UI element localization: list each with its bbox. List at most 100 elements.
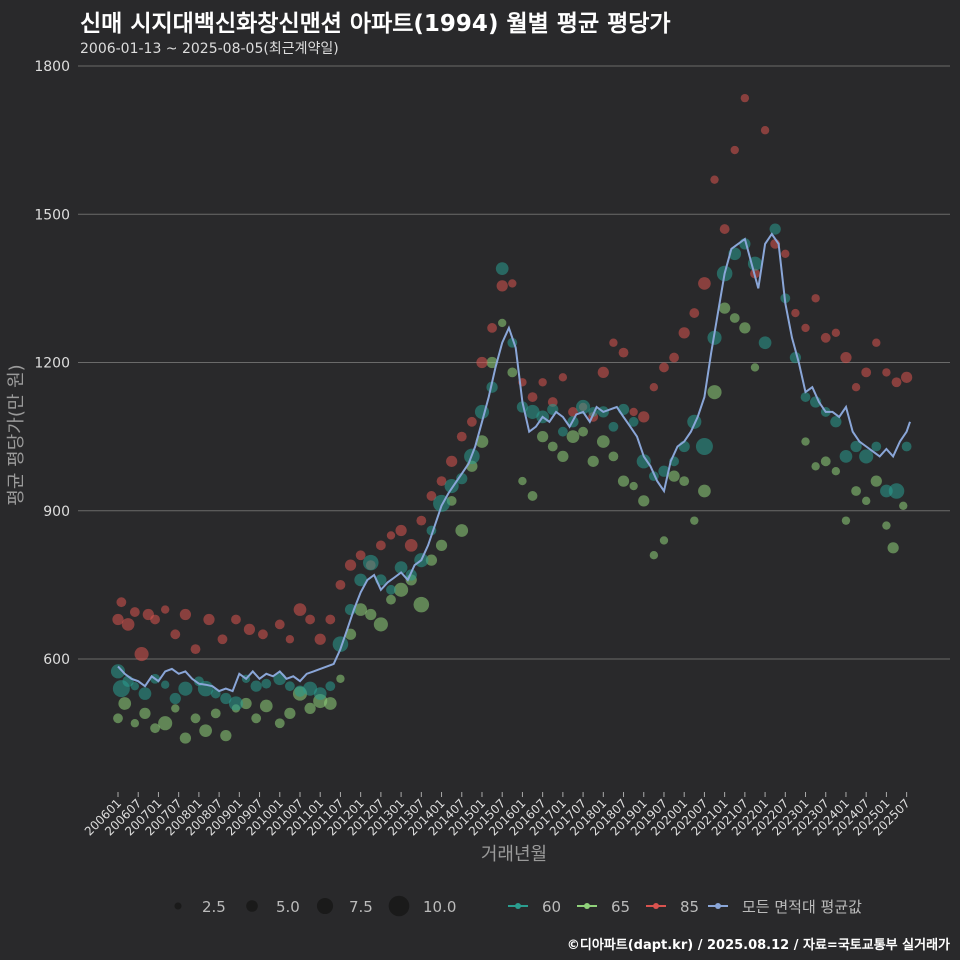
data-point (811, 294, 820, 303)
data-point (220, 729, 232, 742)
data-point (638, 495, 650, 507)
data-point (355, 550, 366, 561)
data-point (354, 573, 367, 587)
data-point (475, 435, 489, 448)
data-point (587, 455, 599, 467)
legend-dot-swatch (653, 903, 659, 909)
data-point (618, 347, 629, 358)
data-point (719, 224, 730, 234)
data-point (871, 441, 882, 452)
data-point (305, 614, 316, 625)
data-point (831, 467, 841, 476)
data-point (689, 308, 700, 318)
data-point (558, 373, 568, 382)
data-point (882, 368, 891, 377)
data-point (413, 596, 430, 613)
legend-dot-swatch (515, 903, 521, 909)
data-point (150, 614, 160, 625)
data-point (740, 93, 750, 103)
average-line-group (117, 232, 911, 693)
data-point (669, 352, 679, 363)
data-point (617, 475, 630, 487)
data-point (344, 628, 357, 640)
legend-size-swatch (246, 900, 258, 912)
data-point (313, 687, 327, 700)
data-point (659, 362, 669, 373)
data-point (314, 633, 326, 645)
data-point (323, 697, 337, 710)
data-point (456, 473, 468, 485)
data-point (636, 454, 651, 469)
legend-dot-swatch (715, 903, 721, 909)
y-tick-label: 900 (43, 504, 70, 520)
data-point (203, 613, 215, 626)
y-tick-labels: 600 900 1200 1500 1800 (34, 59, 70, 668)
data-point (436, 476, 447, 486)
data-point (729, 313, 740, 323)
data-point (557, 450, 569, 463)
data-point (416, 515, 427, 526)
data-point (179, 608, 192, 621)
data-point (495, 262, 509, 275)
data-point (811, 462, 820, 471)
average-line (117, 232, 911, 693)
y-tick-label: 600 (43, 652, 70, 668)
legend: 2.5 5.0 7.5 10.0 60 65 85 모든 면적대 평균값 (174, 895, 862, 917)
data-point (335, 579, 346, 590)
data-point (730, 145, 739, 155)
data-point (628, 416, 639, 427)
data-point (130, 719, 140, 728)
data-point (293, 603, 307, 616)
data-point (375, 540, 386, 551)
data-point (365, 608, 377, 621)
data-point (121, 618, 135, 631)
data-point (178, 681, 193, 696)
data-point (649, 551, 659, 560)
legend-size-label: 5.0 (276, 898, 300, 916)
legend-size-label: 7.5 (349, 898, 373, 916)
data-point (609, 338, 618, 347)
data-point (527, 491, 538, 501)
data-point (112, 613, 124, 626)
data-point (486, 381, 498, 393)
data-point (608, 421, 619, 432)
x-axis-label: 거래년월 (481, 844, 547, 865)
legend-size-swatch (388, 895, 410, 917)
data-point (707, 385, 722, 400)
data-point (394, 561, 408, 574)
data-point (801, 437, 810, 446)
data-point (303, 681, 318, 696)
data-point (781, 249, 790, 258)
data-point (336, 674, 345, 683)
data-point (190, 713, 201, 724)
legend-size-swatch (316, 897, 334, 915)
legend-dot-swatch (584, 903, 590, 909)
chart-title: 신매 시지대백신화창신맨션 아파트(1994) 월별 평균 평당가 (80, 11, 671, 37)
data-point (426, 491, 437, 501)
data-point (129, 607, 140, 617)
data-point (220, 692, 232, 705)
data-point (274, 619, 285, 630)
data-point (325, 614, 336, 625)
data-point (719, 302, 731, 314)
data-point (243, 623, 256, 635)
grid-lines (78, 65, 950, 660)
data-point (496, 280, 508, 292)
data-point (597, 366, 609, 379)
data-point (861, 367, 872, 378)
data-point (527, 392, 538, 402)
data-point (433, 494, 451, 512)
data-point (113, 713, 123, 724)
data-point (138, 687, 152, 700)
data-point (516, 401, 529, 413)
data-point (547, 441, 558, 452)
data-point (690, 516, 699, 525)
data-point (456, 431, 467, 442)
data-point (190, 644, 201, 655)
data-point (150, 723, 160, 734)
data-point (769, 223, 781, 235)
data-point (274, 718, 285, 729)
data-point (134, 646, 149, 662)
data-point (862, 496, 871, 506)
data-point (170, 629, 181, 640)
